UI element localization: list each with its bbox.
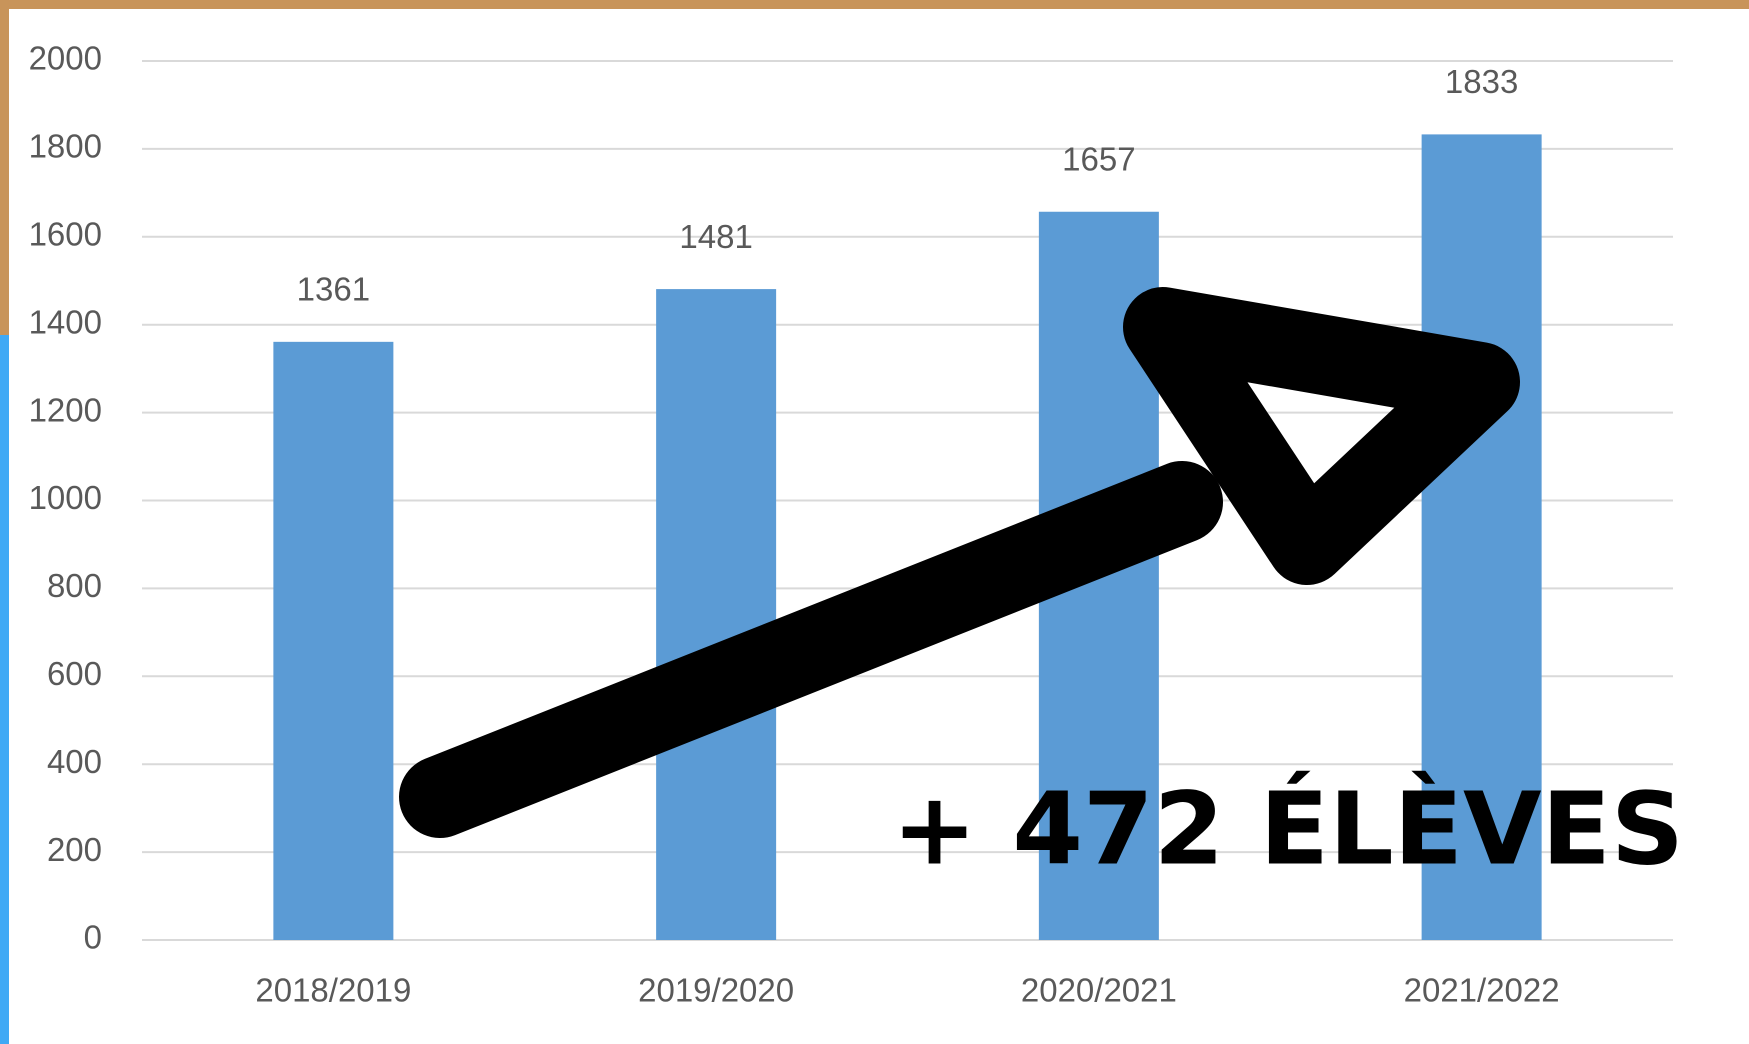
y-tick-label: 1800 [29, 128, 102, 165]
left-border-bottom [0, 335, 9, 1044]
y-tick-label: 1200 [29, 391, 102, 428]
y-tick-label: 1600 [29, 216, 102, 253]
top-border [0, 0, 1749, 9]
arrow-shaft [399, 461, 1223, 838]
y-tick-label: 200 [47, 831, 102, 868]
y-tick-label: 2000 [29, 40, 102, 77]
y-tick-label: 0 [84, 919, 102, 956]
x-tick-label: 2018/2019 [255, 972, 411, 1009]
data-label: 1657 [1062, 140, 1135, 177]
x-tick-label: 2019/2020 [638, 972, 794, 1009]
y-tick-label: 1400 [29, 303, 102, 340]
arrow-head [1123, 287, 1520, 585]
data-label: 1481 [679, 218, 752, 255]
y-tick-label: 1000 [29, 479, 102, 516]
y-tick-label: 800 [47, 567, 102, 604]
annotation: + 472 ÉLÈVES [892, 770, 1684, 887]
bar [1421, 134, 1542, 941]
bar [273, 341, 394, 940]
left-border-top [0, 0, 9, 335]
bar [656, 289, 777, 941]
arrow [399, 287, 1520, 838]
x-tick-label: 2020/2021 [1021, 972, 1177, 1009]
y-tick-label: 600 [47, 655, 102, 692]
data-label: 1833 [1445, 63, 1518, 100]
y-tick-label: 400 [47, 743, 102, 780]
data-label: 1361 [297, 271, 370, 308]
x-tick-label: 2021/2022 [1404, 972, 1560, 1009]
